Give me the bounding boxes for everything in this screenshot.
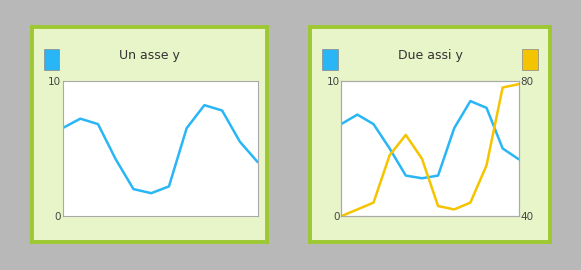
Text: Due assi y: Due assi y — [397, 49, 462, 62]
FancyBboxPatch shape — [322, 49, 338, 70]
FancyBboxPatch shape — [522, 49, 538, 70]
FancyBboxPatch shape — [44, 49, 59, 70]
Text: Un asse y: Un asse y — [119, 49, 180, 62]
